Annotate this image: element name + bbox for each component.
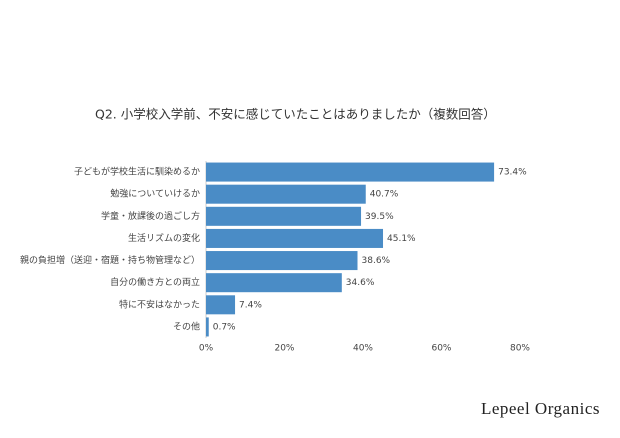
y-tick-label: 勉強についていけるか	[110, 188, 200, 200]
value-label: 45.1%	[387, 234, 416, 244]
brand-logo: Lepeel Organics	[481, 399, 600, 418]
value-label: 38.6%	[362, 256, 391, 266]
y-tick-label: 親の負担増（送迎・宿題・持ち物管理など）	[20, 254, 200, 266]
x-tick-label: 0%	[199, 344, 214, 354]
chart-title: Q2. 小学校入学前、不安に感じていたことはありましたか（複数回答）	[95, 107, 496, 122]
y-tick-label: その他	[173, 320, 200, 332]
x-tick-label: 60%	[431, 344, 451, 354]
value-label: 39.5%	[365, 212, 394, 222]
value-label: 7.4%	[239, 300, 262, 310]
bar	[206, 162, 495, 182]
x-tick-label: 20%	[274, 344, 294, 354]
value-label: 40.7%	[370, 190, 399, 200]
bar	[206, 317, 209, 337]
x-tick-label: 40%	[353, 344, 373, 354]
bar	[206, 273, 342, 293]
y-tick-label: 生活リズムの変化	[128, 232, 200, 244]
value-label: 0.7%	[213, 322, 236, 332]
x-tick-label: 80%	[510, 344, 530, 354]
bar	[206, 295, 236, 315]
bar	[206, 251, 358, 271]
bar	[206, 184, 366, 204]
y-tick-label: 特に不安はなかった	[119, 298, 200, 310]
y-tick-label: 子どもが学校生活に馴染めるか	[74, 166, 200, 178]
y-tick-label: 学童・放課後の過ごし方	[101, 210, 200, 222]
value-label: 34.6%	[346, 278, 375, 288]
bar	[206, 228, 384, 248]
bar	[206, 206, 362, 226]
value-label: 73.4%	[498, 168, 527, 178]
y-tick-label: 自分の働き方との両立	[110, 276, 200, 288]
